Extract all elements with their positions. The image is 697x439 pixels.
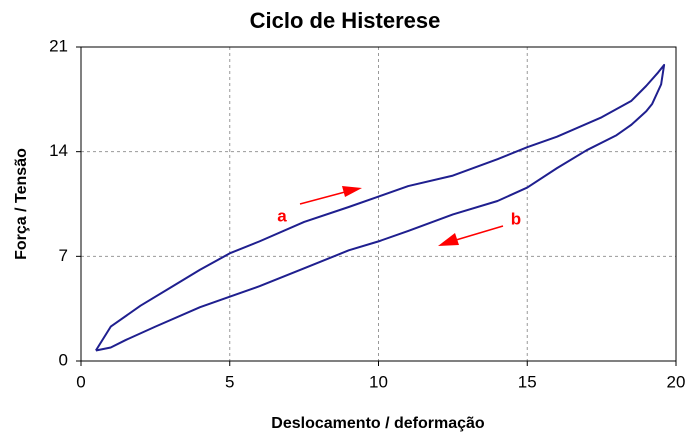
y-tick-label: 7 xyxy=(59,246,68,265)
annotation: a xyxy=(277,206,287,225)
y-tick-label: 21 xyxy=(49,36,68,55)
arrow-b-head xyxy=(438,233,459,246)
x-tick-label: 20 xyxy=(667,372,686,391)
x-tick-label: 10 xyxy=(369,372,388,391)
x-tick-label: 15 xyxy=(518,372,537,391)
x-axis-label: Deslocamento / deformação xyxy=(271,415,485,432)
plot-frame xyxy=(80,46,677,362)
arrow-a-head xyxy=(342,186,362,197)
y-tick-label: 0 xyxy=(59,350,68,369)
x-tick-label: 5 xyxy=(225,372,234,391)
y-tick-label: 14 xyxy=(49,141,68,160)
marks xyxy=(95,63,666,352)
annotation: b xyxy=(511,209,521,228)
data-line xyxy=(95,63,666,352)
arrow-a xyxy=(299,191,346,205)
arrow-b xyxy=(455,225,504,241)
y-axis-label: Força / Tensão xyxy=(13,148,30,260)
grid xyxy=(76,46,677,366)
x-tick-label: 0 xyxy=(76,372,85,391)
chart-title: Ciclo de Histerese xyxy=(250,8,441,33)
